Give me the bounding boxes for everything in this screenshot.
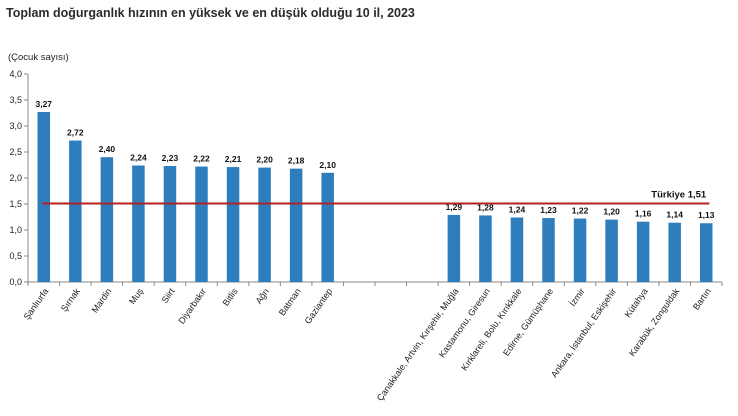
y-tick-label: 3,0: [9, 121, 22, 131]
category-label: Ağrı: [254, 286, 272, 305]
y-tick-label: 3,5: [9, 95, 22, 105]
bar-value-label: 1,14: [666, 210, 683, 220]
y-tick-label: 0,0: [9, 277, 22, 287]
bar: [542, 218, 555, 282]
category-label: Batman: [277, 286, 303, 317]
category-label: Ankara, İstanbul, Eskişehir: [549, 286, 618, 379]
bar-value-label: 1,28: [477, 202, 494, 212]
y-tick-label: 2,0: [9, 173, 22, 183]
bar: [605, 219, 618, 282]
bar: [163, 166, 177, 282]
y-tick-label: 2,5: [9, 147, 22, 157]
bar: [636, 221, 650, 282]
bar: [479, 215, 492, 282]
bar-value-label: 1,22: [572, 206, 589, 216]
chart-title: Toplam doğurganlık hızının en yüksek ve …: [6, 6, 415, 20]
category-label: Şanlıurfa: [22, 286, 51, 321]
bar: [699, 223, 713, 282]
bar-value-label: 1,24: [509, 205, 526, 215]
bar-value-label: 2,20: [256, 155, 273, 165]
bar-value-label: 2,10: [319, 160, 336, 170]
bar-value-label: 1,23: [540, 205, 557, 215]
bar: [573, 218, 587, 282]
category-label: Şırnak: [59, 286, 82, 313]
bar-value-label: 1,20: [603, 207, 620, 217]
bar: [37, 111, 51, 283]
bar-value-label: 2,21: [225, 154, 242, 164]
bar-value-label: 2,24: [130, 153, 147, 163]
bar: [69, 140, 82, 282]
category-label: Siirt: [160, 286, 177, 305]
bar: [226, 167, 240, 282]
category-label: İzmir: [567, 286, 586, 308]
bar-value-label: 3,27: [35, 99, 52, 109]
category-label: Bartın: [691, 286, 713, 311]
category-label: Mardin: [90, 286, 114, 314]
y-tick-label: 0,5: [9, 251, 22, 261]
bar-value-label: 1,29: [446, 202, 463, 212]
category-label: Diyarbakır: [176, 286, 208, 325]
category-label: Kırklareli, Bolu, Kırıkkale: [459, 286, 523, 372]
y-tick-label: 4,0: [9, 69, 22, 79]
category-label: Muş: [127, 286, 145, 306]
category-label: Gaziantep: [303, 286, 335, 325]
bar-value-label: 2,18: [288, 156, 305, 166]
bar-value-label: 1,13: [698, 210, 715, 220]
y-tick-label: 1,0: [9, 225, 22, 235]
turkiye-average-label: Türkiye 1,51: [651, 189, 707, 200]
bar: [289, 168, 303, 282]
category-label: Kütahya: [623, 286, 650, 319]
category-label: Bitlis: [221, 286, 240, 308]
bar: [321, 172, 334, 282]
y-tick-label: 1,5: [9, 199, 22, 209]
bar: [510, 217, 524, 282]
bar: [132, 165, 145, 282]
bar: [100, 157, 114, 282]
bar-value-label: 1,16: [635, 209, 652, 219]
bar: [258, 167, 271, 282]
bar: [668, 222, 681, 282]
bar-value-label: 2,40: [99, 144, 116, 154]
bar: [447, 214, 461, 282]
bar-value-label: 2,23: [162, 153, 179, 163]
y-axis-label: (Çocuk sayısı): [8, 52, 69, 63]
bar-value-label: 2,72: [67, 128, 84, 138]
bar: [195, 166, 208, 282]
bar-value-label: 2,22: [193, 154, 210, 164]
